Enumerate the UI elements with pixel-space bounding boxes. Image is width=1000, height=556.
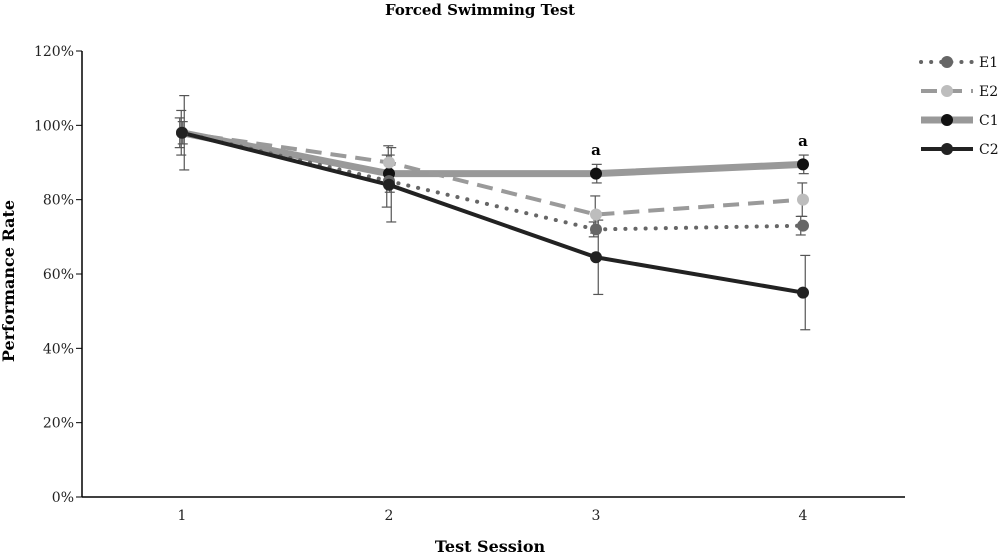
legend-marker-e1: [941, 56, 953, 68]
x-axis-label: Test Session: [435, 537, 546, 556]
data-point-c2: [176, 126, 188, 139]
y-tick-label: 80%: [43, 193, 74, 209]
x-tick-label: 3: [592, 508, 601, 524]
y-tick-label: 60%: [43, 267, 74, 283]
y-tick-label: 40%: [43, 341, 74, 357]
significance-annotation: a: [798, 132, 808, 150]
series-line-c1: [181, 129, 804, 178]
y-tick-label: 20%: [43, 416, 74, 432]
x-tick-label: 4: [799, 508, 808, 524]
legend-label-e2: E2: [979, 84, 998, 100]
data-point-e1: [590, 223, 602, 236]
y-axis-label: Performance Rate: [0, 200, 18, 362]
x-tick-label: 1: [178, 508, 187, 524]
data-point-c2: [590, 251, 602, 264]
y-tick-label: 0%: [52, 490, 74, 506]
data-point-e2: [383, 156, 395, 169]
data-point-e2: [590, 208, 602, 221]
x-tick-labels: 1 2 3 4: [178, 508, 808, 524]
y-tick-label: 100%: [34, 118, 74, 134]
legend: E1 E2 C1 C2: [919, 55, 999, 158]
x-tick-label: 2: [385, 508, 394, 524]
significance-annotation: a: [591, 141, 601, 159]
series-line-e2: [181, 130, 804, 217]
series-layer: [174, 94, 811, 331]
data-point-c2: [797, 286, 809, 299]
y-tick-label: 120%: [34, 44, 74, 60]
chart-title: Forced Swimming Test: [385, 1, 575, 19]
legend-label-e1: E1: [979, 55, 998, 71]
data-point-e1: [797, 219, 809, 232]
data-point-c1: [590, 167, 602, 180]
legend-marker-e2: [941, 85, 953, 97]
data-point-c2: [383, 178, 395, 191]
legend-label-c2: C2: [979, 142, 999, 158]
legend-label-c1: C1: [979, 113, 999, 129]
legend-marker-c2: [941, 143, 953, 155]
series-line-c2: [181, 130, 804, 295]
series-line-e1: [180, 130, 805, 232]
data-point-e2: [797, 193, 809, 206]
data-point-c1: [797, 158, 809, 171]
y-tick-labels: 0% 20% 40% 60% 80% 100% 120%: [34, 44, 82, 506]
legend-marker-c1: [941, 114, 953, 126]
annotation-layer: aa: [591, 132, 808, 159]
